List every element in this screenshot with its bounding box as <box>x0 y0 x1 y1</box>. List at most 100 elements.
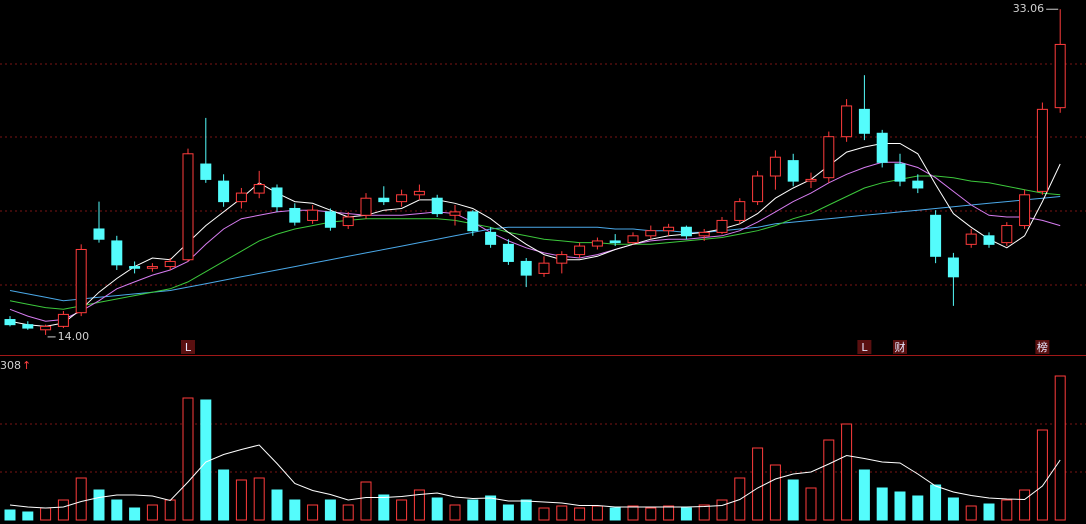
candle-body <box>502 243 514 262</box>
volume-bar <box>574 507 586 521</box>
candle-body <box>40 325 52 331</box>
candle-body <box>431 197 443 215</box>
volume-ma-line <box>9 444 1061 509</box>
volume-bar <box>360 481 372 521</box>
candle-body <box>947 257 959 278</box>
volume-scale-arrow: ↑ <box>22 359 31 372</box>
candle-body <box>983 235 995 245</box>
volume-bar <box>556 505 568 521</box>
event-label: 榜 <box>1037 340 1048 354</box>
candle-body <box>57 313 69 327</box>
volume-bar <box>983 503 995 521</box>
candle-body <box>271 187 283 208</box>
candle-body <box>413 190 425 196</box>
event-label: L <box>185 341 192 354</box>
candle-body <box>823 136 835 179</box>
volume-bar <box>57 499 69 521</box>
candle-body <box>93 228 105 240</box>
candle-body <box>253 184 265 194</box>
event-box <box>857 340 872 354</box>
candle-body <box>485 231 497 245</box>
candle-body <box>645 230 657 237</box>
volume-bar <box>289 499 301 521</box>
event-box <box>893 340 907 354</box>
candle-body <box>841 105 853 138</box>
volume-bar <box>1054 375 1066 521</box>
candle-body <box>556 254 568 264</box>
volume-bar <box>378 494 390 521</box>
max-marker-label: 33.06 <box>1013 2 1045 15</box>
volume-bar <box>912 495 924 521</box>
volume-bar <box>876 487 888 521</box>
volume-bar <box>520 499 532 521</box>
volume-bar <box>752 447 764 521</box>
candle-body <box>1019 194 1031 227</box>
volume-bar <box>111 499 123 521</box>
volume-bar <box>485 495 497 521</box>
volume-bar <box>947 497 959 521</box>
ma-line <box>9 196 1061 302</box>
candle-body <box>698 231 710 237</box>
volume-bar <box>609 507 621 521</box>
candle-body <box>876 132 888 163</box>
candle-body <box>716 219 728 233</box>
volume-bar <box>431 497 443 521</box>
candle-body <box>1054 43 1066 109</box>
volume-bar <box>271 489 283 521</box>
candle-body <box>663 226 675 232</box>
volume-bar <box>93 489 105 521</box>
candle-body <box>360 197 372 216</box>
candle-body <box>164 260 176 268</box>
volume-bar <box>413 489 425 521</box>
volume-bar <box>22 511 34 521</box>
volume-bar <box>787 479 799 521</box>
candle-body <box>289 207 301 223</box>
candle-body <box>805 178 817 182</box>
event-box <box>181 340 195 354</box>
volume-bar <box>1036 429 1048 521</box>
volume-bar <box>449 504 461 521</box>
candle-body <box>769 156 781 177</box>
volume-scale-label: 308 <box>0 359 21 372</box>
candle-body <box>449 211 461 216</box>
candle-body <box>111 240 123 266</box>
volume-bar <box>235 479 247 521</box>
volume-bar <box>324 499 336 521</box>
event-label: L <box>861 341 868 354</box>
volume-bar <box>164 499 176 521</box>
ma-line <box>9 175 1061 310</box>
candle-body <box>467 211 479 232</box>
candle-body <box>396 194 408 203</box>
candle-body <box>520 260 532 276</box>
volume-bar <box>146 504 158 521</box>
volume-bar <box>182 397 194 521</box>
candle-body <box>146 266 158 269</box>
min-marker-label: 14.00 <box>58 330 90 343</box>
candle-body <box>858 108 870 134</box>
candle-body <box>965 233 977 245</box>
volume-bar <box>538 507 550 521</box>
candle-body <box>307 209 319 221</box>
candle-body <box>538 262 550 274</box>
candle-body <box>1036 108 1048 192</box>
candle-body <box>591 240 603 247</box>
volume-bar <box>716 499 728 521</box>
volume-bar <box>502 504 514 521</box>
volume-bar <box>253 477 265 521</box>
candle-body <box>4 319 16 326</box>
volume-bar <box>342 504 354 521</box>
candle-body <box>752 175 764 203</box>
candle-body <box>378 197 390 203</box>
volume-bar <box>769 464 781 521</box>
event-label: 财 <box>895 340 906 354</box>
volume-bar <box>75 477 87 521</box>
candle-body <box>182 153 194 261</box>
candle-body <box>912 180 924 189</box>
volume-bar <box>4 509 16 521</box>
volume-bar <box>663 505 675 521</box>
volume-bar <box>645 507 657 521</box>
volume-bar <box>591 505 603 521</box>
